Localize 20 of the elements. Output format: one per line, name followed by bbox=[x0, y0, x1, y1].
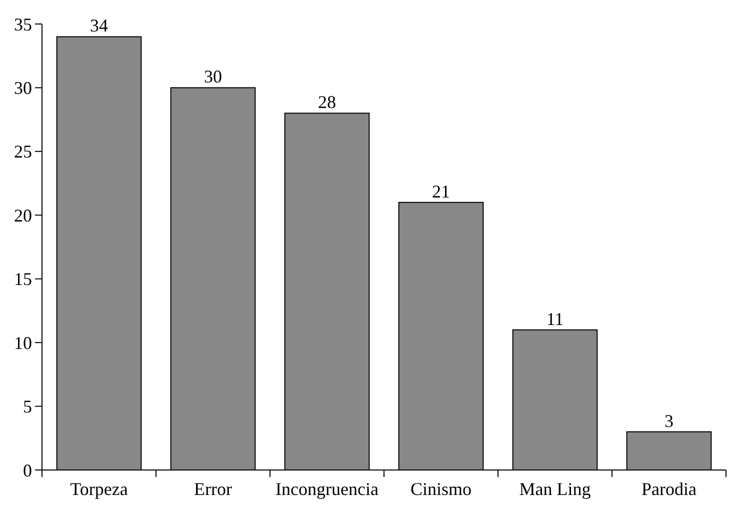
y-tick-label: 30 bbox=[14, 78, 32, 98]
data-label: 21 bbox=[432, 181, 450, 202]
y-tick-label: 10 bbox=[14, 332, 32, 353]
x-tick-label: Torpeza bbox=[70, 479, 128, 499]
y-tick-label: 15 bbox=[14, 269, 32, 290]
data-label: 28 bbox=[318, 92, 336, 112]
data-label: 3 bbox=[664, 410, 674, 431]
x-tick-label: Incongruencia bbox=[276, 479, 378, 499]
x-tick-label: Man Ling bbox=[519, 479, 591, 499]
y-tick-label: 20 bbox=[14, 205, 32, 226]
x-tick-label: Parodia bbox=[642, 479, 697, 499]
x-tick-label: Cinismo bbox=[410, 479, 472, 499]
data-label: 34 bbox=[90, 16, 108, 36]
y-tick-label: 5 bbox=[23, 396, 32, 417]
data-label: 11 bbox=[546, 308, 564, 329]
x-tick-label: Error bbox=[194, 479, 232, 499]
y-tick-label: 0 bbox=[23, 460, 32, 480]
y-tick-label: 25 bbox=[14, 142, 32, 162]
data-label: 30 bbox=[204, 66, 222, 87]
y-tick-label: 35 bbox=[14, 14, 32, 34]
